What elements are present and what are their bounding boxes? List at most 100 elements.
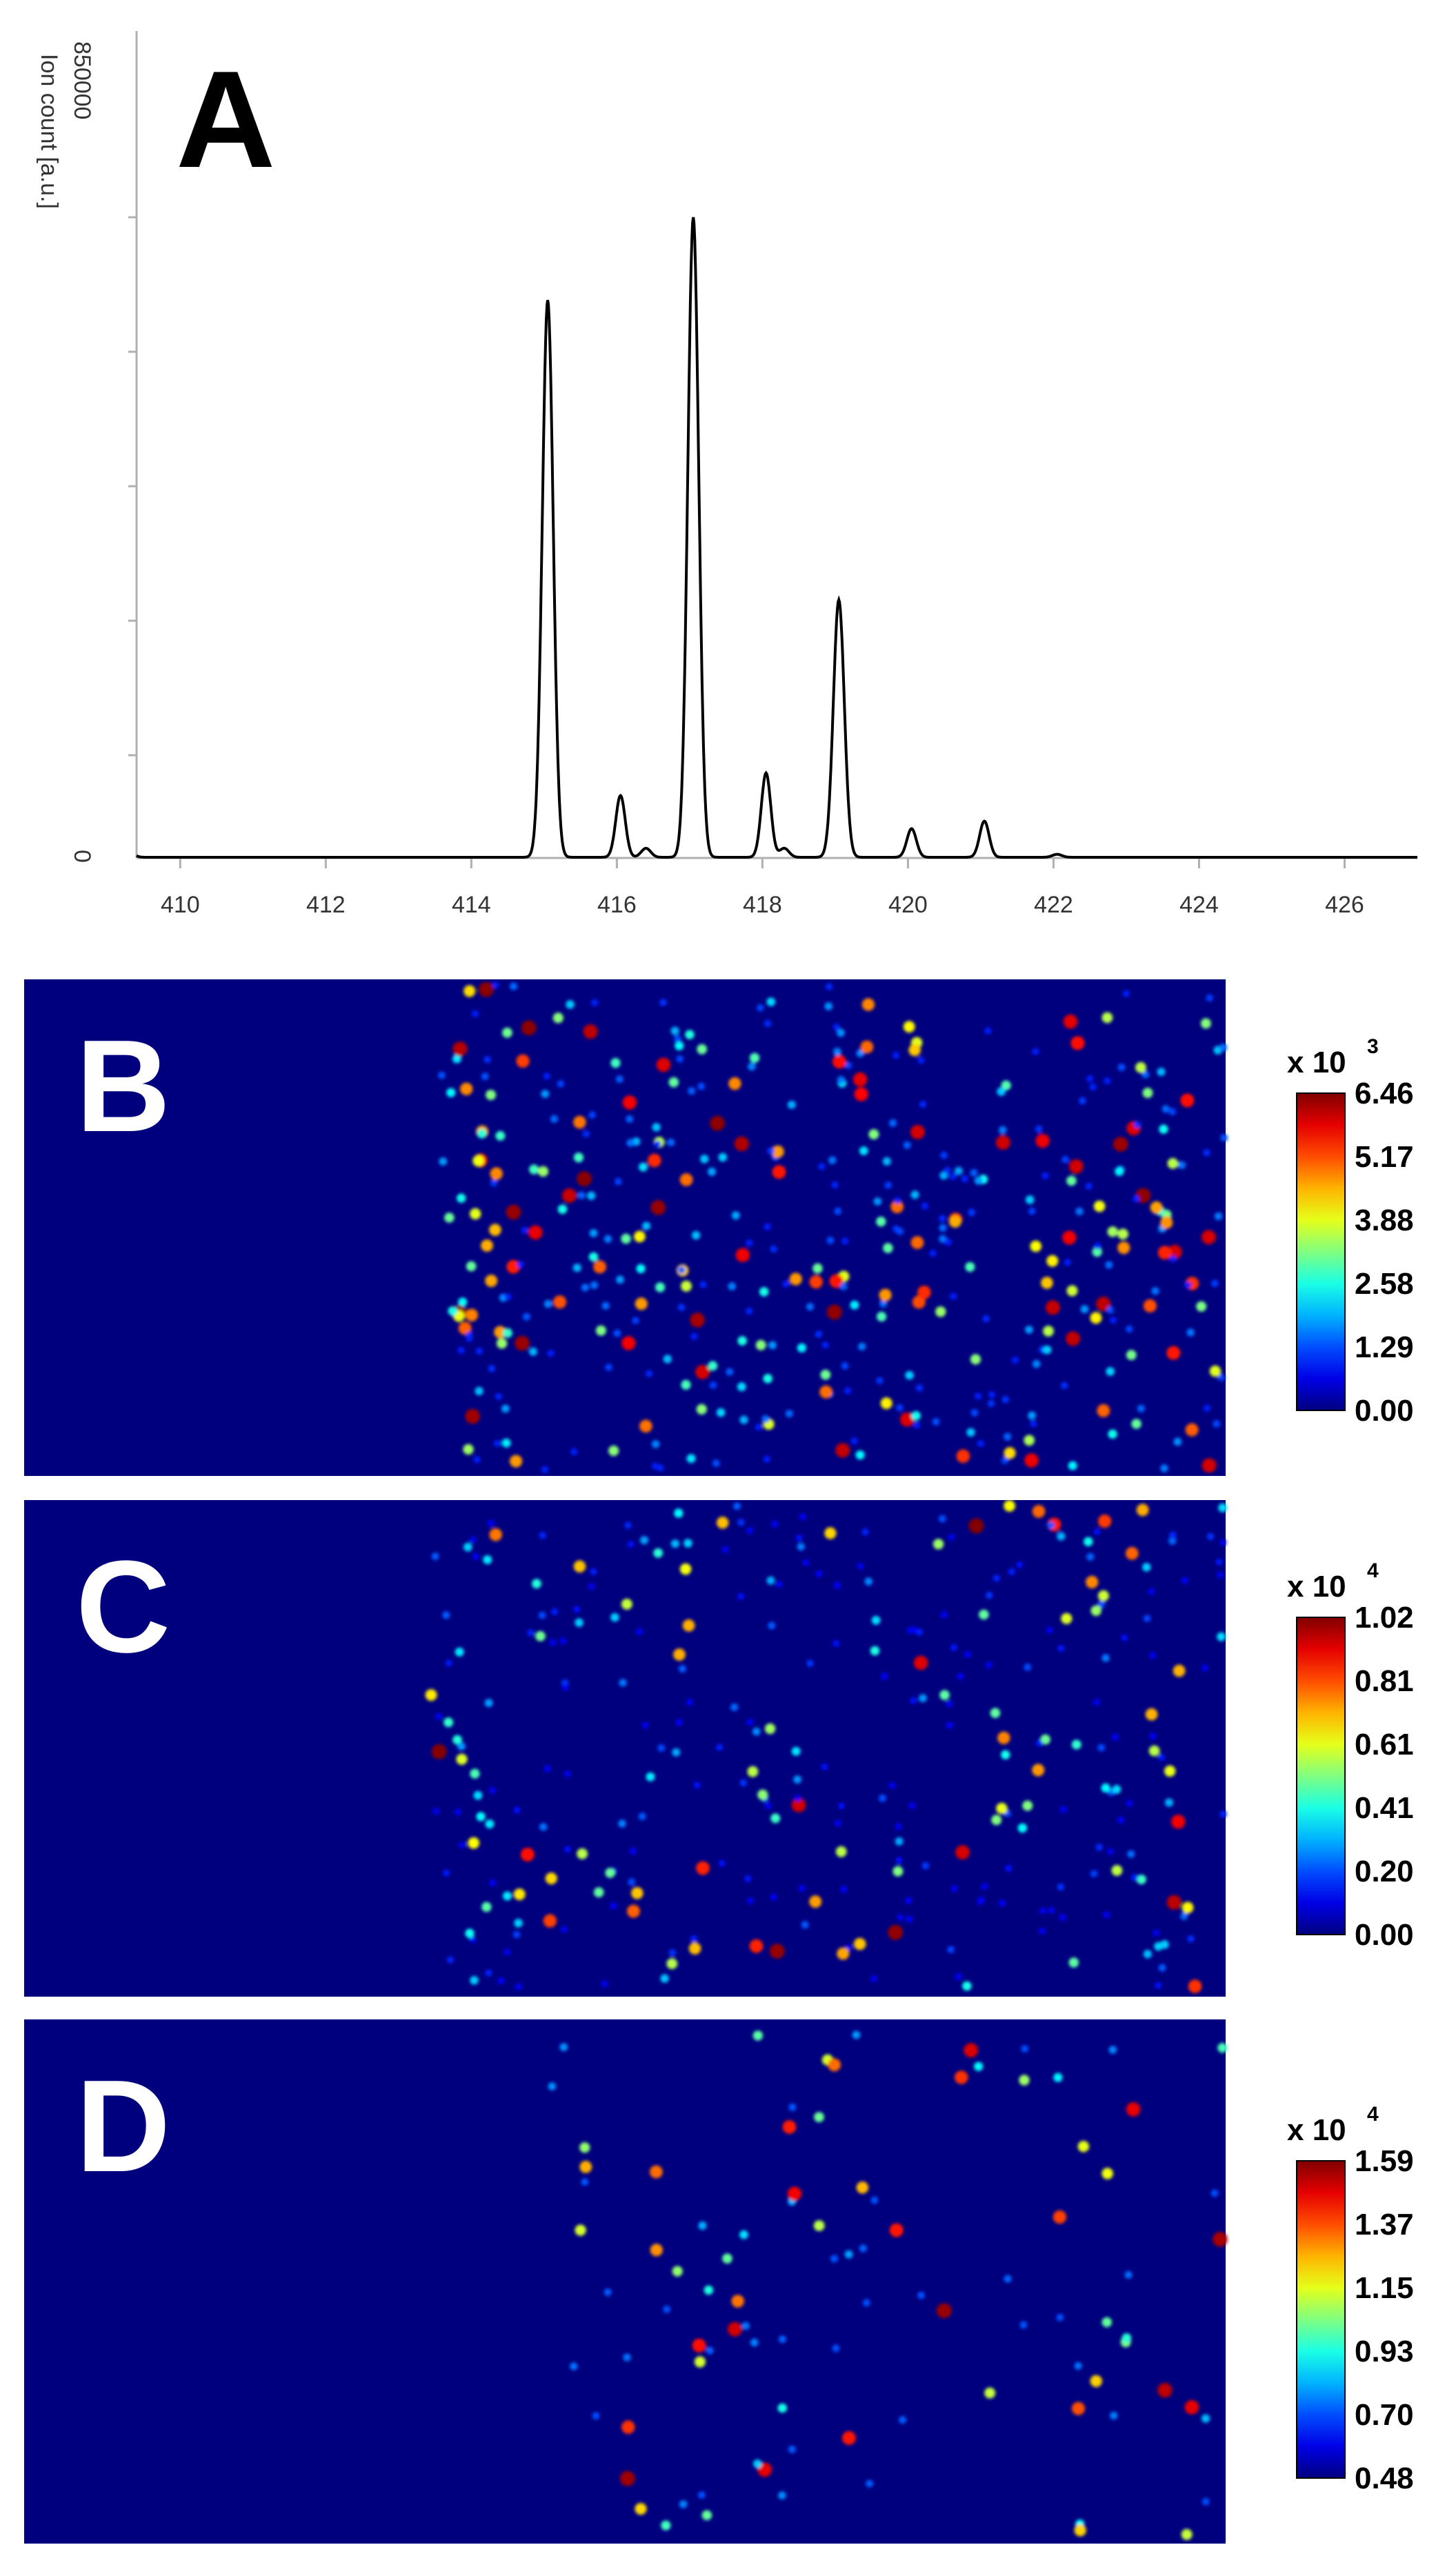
- ion-spot: [521, 1226, 528, 1234]
- ion-spot: [1057, 1645, 1065, 1652]
- ion-spot: [854, 1087, 868, 1101]
- ion-spot: [621, 1336, 636, 1350]
- ion-spot: [654, 1140, 661, 1148]
- ion-spot: [984, 2387, 996, 2399]
- ion-spot: [870, 1646, 880, 1656]
- ion-spot: [1105, 1261, 1113, 1269]
- ion-spot: [1039, 1928, 1046, 1935]
- ion-spot: [615, 1075, 624, 1084]
- ion-spot: [788, 2445, 796, 2453]
- ion-spot: [910, 1124, 925, 1139]
- ion-spot: [1153, 1929, 1160, 1937]
- x-tick-label: 422: [1034, 892, 1073, 918]
- ion-spot: [908, 1044, 921, 1057]
- ion-spot: [899, 2416, 906, 2424]
- ion-spot: [1030, 1420, 1037, 1428]
- colorbar-tick-label: 3.88: [1355, 1204, 1414, 1237]
- ion-spot: [1157, 1068, 1166, 1077]
- ion-spot: [806, 1303, 815, 1311]
- colorbar-tick-label: 1.02: [1355, 1601, 1414, 1635]
- panel-label-d: D: [76, 2053, 170, 2199]
- panel-label-a: A: [176, 43, 275, 197]
- ion-spot: [859, 1146, 868, 1155]
- ion-spot: [1131, 1419, 1141, 1429]
- ion-spot: [501, 1438, 511, 1448]
- ion-spot: [868, 1129, 879, 1140]
- ion-spot: [698, 2221, 707, 2230]
- ion-spot: [543, 1299, 552, 1308]
- ion-spot: [716, 1408, 726, 1417]
- colorbar-tick-label: 0.93: [1355, 2335, 1414, 2368]
- ion-spot: [919, 1101, 927, 1108]
- ion-spot: [695, 1365, 710, 1379]
- ion-spot: [888, 1924, 904, 1940]
- ion-spot: [1019, 2075, 1030, 2086]
- ion-spot: [970, 1354, 981, 1365]
- ion-spot: [801, 1921, 809, 1929]
- ion-spot: [1032, 1048, 1039, 1055]
- ion-spot: [1167, 1244, 1182, 1259]
- colorbar-tick-label: 0.00: [1355, 1394, 1414, 1428]
- ion-spot: [588, 1583, 595, 1590]
- ion-spot: [685, 1030, 695, 1039]
- ion-spot: [716, 1744, 724, 1751]
- ion-spot: [864, 1577, 873, 1586]
- ion-spot: [674, 1508, 684, 1518]
- ion-spot: [748, 1062, 756, 1071]
- ion-spot: [1095, 1844, 1104, 1851]
- ion-spot: [503, 1948, 510, 1956]
- ion-spot: [910, 1190, 919, 1199]
- ion-spot: [962, 1981, 972, 1991]
- ion-spot: [676, 1055, 684, 1063]
- ion-spot: [911, 1411, 921, 1421]
- ion-spot: [1125, 1546, 1139, 1560]
- ion-spot: [834, 1207, 842, 1215]
- ion-spot: [621, 1233, 631, 1244]
- ion-spot: [730, 1703, 739, 1711]
- ion-spot: [838, 1802, 845, 1810]
- ion-spot: [672, 1748, 681, 1757]
- ion-spot: [694, 2356, 706, 2368]
- ion-spot: [997, 1087, 1006, 1096]
- ion-spot: [618, 1819, 626, 1828]
- colorbar-c: [1296, 1617, 1346, 1935]
- ion-spot: [570, 2362, 578, 2370]
- ion-spot: [1184, 2400, 1199, 2415]
- ion-spot: [443, 1717, 454, 1728]
- ion-spot: [489, 1787, 496, 1794]
- ion-spot: [471, 1010, 479, 1017]
- ion-spot: [815, 1330, 823, 1338]
- ion-spot: [778, 2335, 786, 2344]
- ion-spot: [728, 1282, 736, 1290]
- ion-spot: [999, 1899, 1006, 1907]
- ion-spot: [581, 1284, 590, 1292]
- ion-spot: [495, 1392, 503, 1400]
- ion-spot: [916, 1628, 924, 1636]
- ion-spot: [767, 1147, 775, 1155]
- ion-spot: [1075, 1207, 1084, 1216]
- ion-spot: [1206, 1532, 1215, 1540]
- ion-spot: [468, 1837, 480, 1849]
- ion-spot: [728, 1077, 741, 1090]
- ion-spot: [837, 1947, 850, 1960]
- ion-spot: [1004, 1500, 1015, 1512]
- ion-spot: [739, 2230, 748, 2239]
- ion-spot: [1219, 1539, 1227, 1546]
- ion-spot: [1133, 1195, 1140, 1203]
- ion-spot: [463, 1542, 472, 1552]
- ion-spot: [1035, 1125, 1043, 1133]
- ion-spot: [484, 1699, 493, 1708]
- colorbar-multiplier-d: x 10: [1287, 2113, 1346, 2147]
- ion-spot: [1066, 1331, 1081, 1346]
- ion-spot: [759, 1287, 769, 1297]
- ion-spot: [677, 1266, 686, 1274]
- ion-spot: [610, 1058, 621, 1068]
- ion-spot: [690, 1935, 698, 1943]
- ion-spot: [964, 1650, 971, 1658]
- ion-spot: [937, 2303, 952, 2319]
- ion-spot: [626, 1139, 635, 1147]
- ion-spot: [1160, 1216, 1173, 1229]
- ion-spot: [1046, 1255, 1059, 1267]
- ion-spot: [456, 1753, 468, 1765]
- ion-spot: [987, 1399, 995, 1408]
